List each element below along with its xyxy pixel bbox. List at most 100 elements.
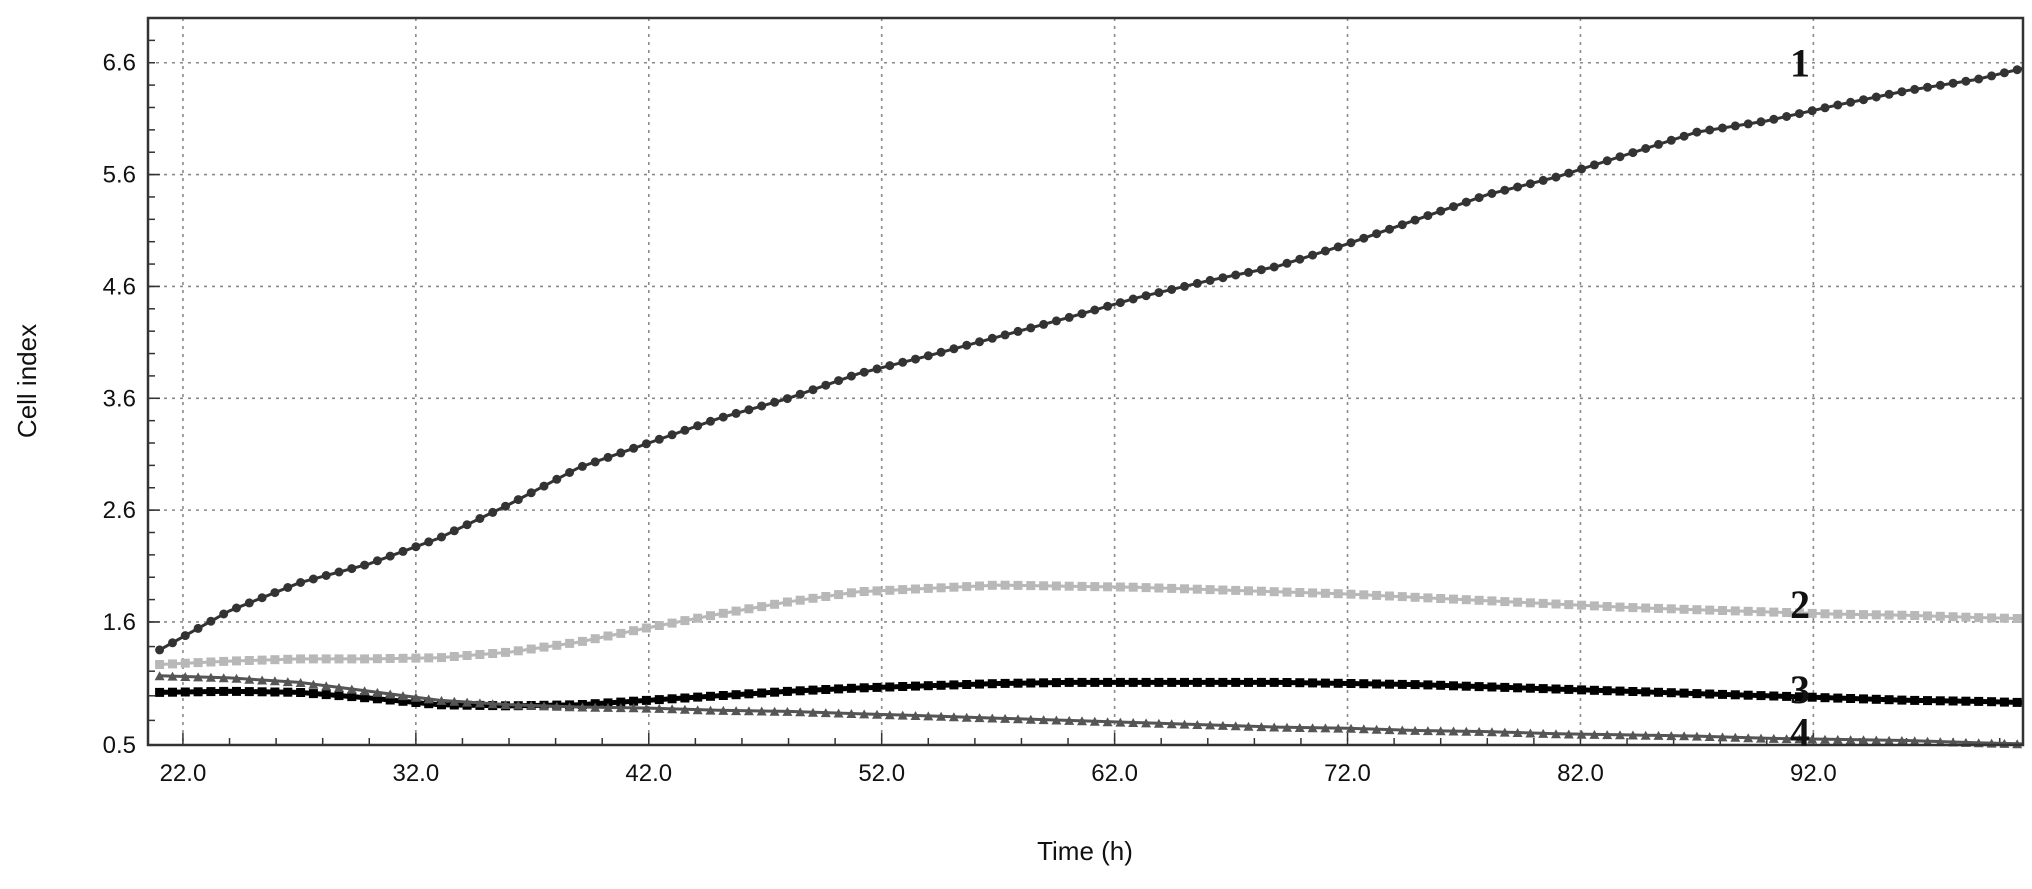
series-2-point bbox=[1679, 604, 1689, 614]
series-1-point bbox=[1679, 131, 1689, 141]
series-2-point bbox=[488, 649, 498, 658]
series-4-point bbox=[1768, 733, 1779, 743]
series-1-point bbox=[2012, 65, 2022, 75]
series-2-point bbox=[1654, 603, 1663, 613]
series-1-point bbox=[526, 488, 536, 498]
series-4-point bbox=[180, 672, 191, 681]
series-4-point bbox=[1179, 719, 1190, 729]
series-1-point bbox=[795, 389, 805, 399]
series-4-point bbox=[1525, 728, 1536, 738]
series-2-point bbox=[1436, 594, 1446, 603]
series-1-point bbox=[1436, 206, 1446, 216]
series-4-point bbox=[539, 701, 549, 711]
series-4-point bbox=[897, 710, 908, 720]
series-3-point bbox=[1500, 682, 1510, 692]
series-3-point bbox=[1256, 677, 1266, 687]
series-2-point bbox=[1513, 597, 1523, 607]
series-4-point bbox=[1089, 716, 1100, 726]
series-1-point bbox=[424, 537, 434, 547]
x-tick-label: 22.0 bbox=[160, 760, 207, 787]
series-4-point bbox=[667, 704, 678, 714]
series-3-point bbox=[347, 692, 357, 702]
series-4-point bbox=[1909, 736, 1920, 746]
series-3-point bbox=[1090, 677, 1100, 687]
series-2-point bbox=[936, 583, 946, 593]
series-1-point bbox=[718, 412, 728, 422]
series-3-point bbox=[1218, 677, 1228, 687]
series-1-point bbox=[1500, 185, 1510, 195]
series-1-point bbox=[1295, 254, 1305, 264]
series-4-point bbox=[1896, 736, 1907, 745]
series-4-point bbox=[1512, 728, 1523, 737]
series-1-point bbox=[1487, 189, 1497, 198]
series-3-point bbox=[1244, 677, 1253, 687]
series-1-point bbox=[488, 507, 498, 517]
series-2-point bbox=[180, 658, 190, 668]
series-1-point bbox=[193, 623, 203, 633]
series-4-point bbox=[1051, 715, 1062, 725]
series-1-point bbox=[501, 501, 510, 511]
y-tick-label: 1.6 bbox=[103, 609, 136, 636]
series-4-point bbox=[334, 682, 344, 692]
series-4-point bbox=[1384, 725, 1395, 735]
series-1-point bbox=[1423, 211, 1433, 221]
series-1-point bbox=[885, 361, 895, 371]
series-1-label: 1 bbox=[1790, 41, 1810, 86]
series-3-point bbox=[1807, 692, 1817, 702]
series-4-point bbox=[1269, 722, 1280, 732]
series-2-point bbox=[462, 651, 472, 660]
series-2-point bbox=[1820, 609, 1830, 619]
series-4-point bbox=[1922, 736, 1933, 746]
series-2-point bbox=[308, 654, 318, 664]
series-4-point bbox=[1294, 723, 1305, 732]
series-2-point bbox=[1039, 581, 1049, 591]
series-3-point bbox=[1474, 682, 1484, 692]
series-2-point bbox=[539, 642, 549, 652]
series-2-point bbox=[1385, 591, 1394, 601]
series-1-point bbox=[1449, 202, 1458, 212]
series-3-point bbox=[180, 687, 190, 697]
series-1-point bbox=[437, 532, 446, 542]
series-3-point bbox=[1346, 679, 1356, 688]
series-3-point bbox=[1756, 691, 1766, 701]
series-2-point bbox=[757, 602, 767, 612]
x-tick-label: 82.0 bbox=[1557, 760, 1604, 787]
series-4-point bbox=[346, 684, 357, 694]
series-4-point bbox=[987, 713, 998, 723]
series-4-point bbox=[910, 711, 921, 720]
series-3-point bbox=[1051, 678, 1061, 688]
series-2-point bbox=[1026, 581, 1036, 591]
series-3-point bbox=[1449, 681, 1458, 691]
series-4-point bbox=[1832, 734, 1843, 744]
series-3-point bbox=[1718, 689, 1727, 699]
series-1-point bbox=[1987, 71, 1997, 81]
series-3-point bbox=[1436, 680, 1446, 690]
y-axis-title: Cell index bbox=[12, 324, 42, 438]
series-2-point bbox=[424, 653, 434, 663]
series-1-point bbox=[1794, 109, 1804, 119]
series-3-point bbox=[1859, 694, 1868, 704]
series-1-point bbox=[1333, 242, 1343, 252]
series-3-point bbox=[949, 680, 959, 690]
series-4-point bbox=[1013, 714, 1023, 724]
series-2-point bbox=[898, 585, 908, 595]
series-2-point bbox=[1807, 608, 1817, 618]
series-1-point bbox=[565, 468, 575, 477]
series-4-point bbox=[692, 705, 703, 715]
series-2-point bbox=[385, 654, 395, 663]
series-4-point bbox=[1884, 735, 1895, 745]
series-3-point bbox=[1128, 677, 1138, 687]
series-1-point bbox=[846, 371, 856, 381]
series-4-point bbox=[1077, 716, 1087, 726]
series-2-point bbox=[193, 658, 203, 668]
series-1-point bbox=[1897, 87, 1907, 97]
series-2-point bbox=[565, 638, 575, 648]
series-4-point bbox=[487, 699, 498, 709]
series-1-point bbox=[590, 457, 600, 467]
series-2-point bbox=[1602, 602, 1612, 611]
series-1-point bbox=[1999, 68, 2009, 78]
x-tick-label: 92.0 bbox=[1790, 760, 1837, 787]
series-3-point bbox=[1948, 696, 1958, 706]
series-2-point bbox=[1525, 598, 1535, 608]
plot-background bbox=[148, 18, 2023, 745]
